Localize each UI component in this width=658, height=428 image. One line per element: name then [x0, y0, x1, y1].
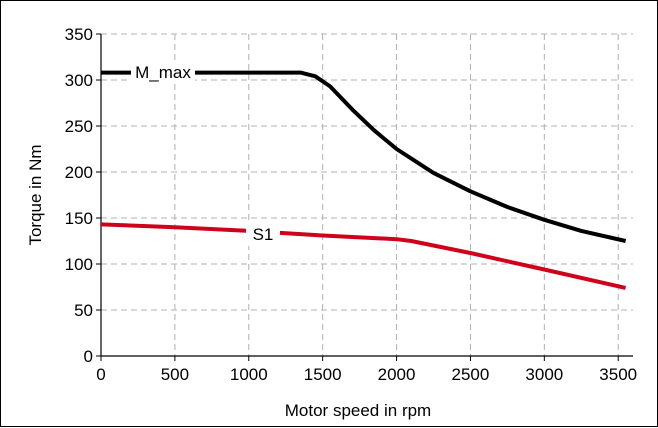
y-tick-label: 300	[65, 71, 93, 90]
y-axis-label: Torque in Nm	[26, 144, 45, 245]
x-tick-label: 3000	[525, 365, 563, 384]
series-label-bg	[131, 60, 195, 84]
y-tick-label: 200	[65, 163, 93, 182]
x-tick-label: 2500	[452, 365, 490, 384]
x-tick-label: 3500	[599, 365, 637, 384]
x-tick-label: 0	[96, 365, 105, 384]
series	[100, 70, 627, 290]
x-tick-label: 500	[161, 365, 189, 384]
x-tick-label: 1500	[304, 365, 342, 384]
y-tick-label: 250	[65, 117, 93, 136]
series-label-bg	[246, 222, 280, 246]
axes: 0 500 1000 1500 2000 2500 3000 3500 0 50 100 150 200…	[65, 25, 638, 384]
x-axis-label: Motor speed in rpm	[285, 401, 431, 420]
series-label: S1	[253, 225, 274, 244]
x-tick-label: 1000	[230, 365, 268, 384]
labels: M_max S1	[131, 60, 280, 246]
y-tick-label: 350	[65, 25, 93, 44]
y-tick-label: 100	[65, 255, 93, 274]
series-line-s1	[100, 222, 627, 290]
y-tick-label: 150	[65, 209, 93, 228]
y-tick-label: 0	[84, 347, 93, 366]
series-label: M_max	[135, 63, 191, 82]
series-line-m-max	[101, 70, 627, 243]
x-tick-label: 2000	[378, 365, 416, 384]
y-tick-label: 50	[74, 301, 93, 320]
